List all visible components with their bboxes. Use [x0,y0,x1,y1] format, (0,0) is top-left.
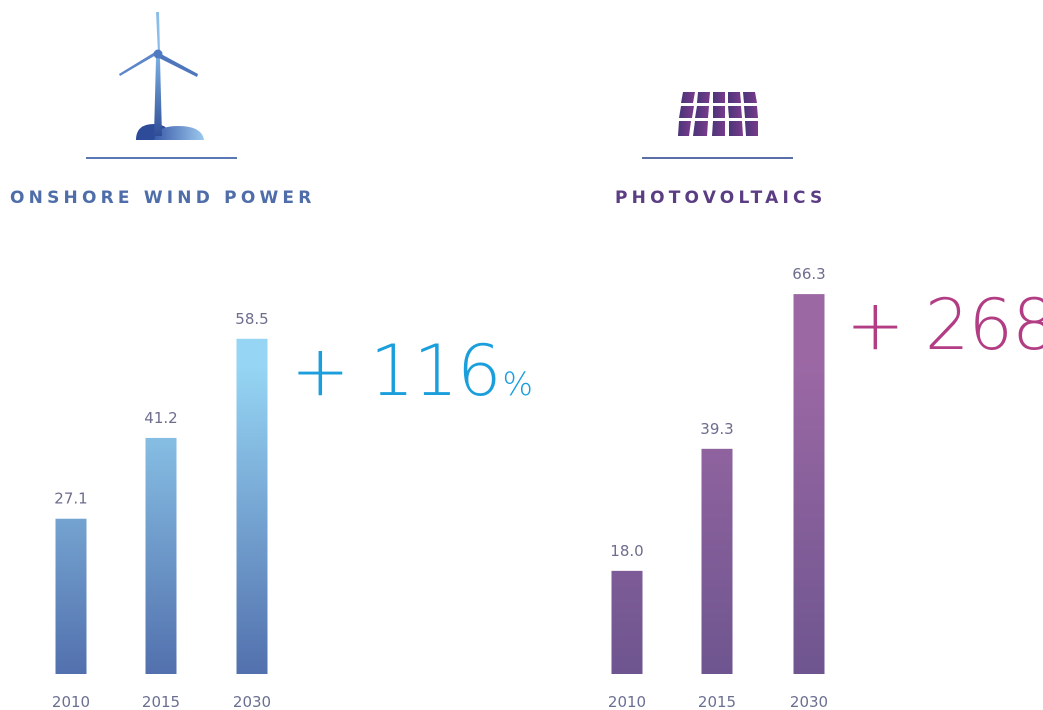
wind-value-label-2015: 41.2 [144,409,177,427]
wind-bar-2010 [55,518,87,674]
wind-year-label-2010: 2010 [52,693,90,710]
photovoltaics-panel: PHOTOVOLTAICS 18.0 2010 39.3 2015 66.3 2030 +… [520,0,1043,710]
wind-bar-chart: 27.1 2010 41.2 2015 58.5 2030 [52,310,271,710]
pv-bar-2030 [793,294,825,674]
pv-chart-title: PHOTOVOLTAICS [615,188,827,208]
pv-value-label-2015: 39.3 [700,420,733,438]
pv-bar-2015 [701,448,733,674]
wind-year-label-2015: 2015 [142,693,180,710]
wind-divider [86,157,237,159]
pv-bar-2010 [611,570,643,674]
pv-growth-label: + 268% [846,290,1043,360]
wind-value-label-2030: 58.5 [235,310,268,328]
wind-growth-value: + 116 [291,330,502,412]
wind-bar-2030 [236,338,268,674]
wind-bar-2015 [145,437,177,674]
pv-value-label-2010: 18.0 [610,542,643,560]
wind-value-label-2010: 27.1 [54,490,87,508]
pv-bar-chart: 18.0 2010 39.3 2015 66.3 2030 [608,265,828,710]
wind-growth-label: + 116% [291,336,533,406]
pv-year-label-2015: 2015 [698,693,736,710]
wind-growth-unit: % [502,365,533,403]
solar-panel-icon [678,92,758,136]
pv-divider [642,157,793,159]
onshore-wind-panel: ONSHORE WIND POWER 27.1 2010 41.2 2015 58.5 2… [0,0,533,710]
wind-chart-title: ONSHORE WIND POWER [10,188,316,208]
wind-year-label-2030: 2030 [233,693,271,710]
pv-growth-value: + 268 [846,284,1043,366]
pv-year-label-2030: 2030 [790,693,828,710]
wind-turbine-icon [119,12,204,140]
pv-year-label-2010: 2010 [608,693,646,710]
pv-value-label-2030: 66.3 [792,265,825,283]
